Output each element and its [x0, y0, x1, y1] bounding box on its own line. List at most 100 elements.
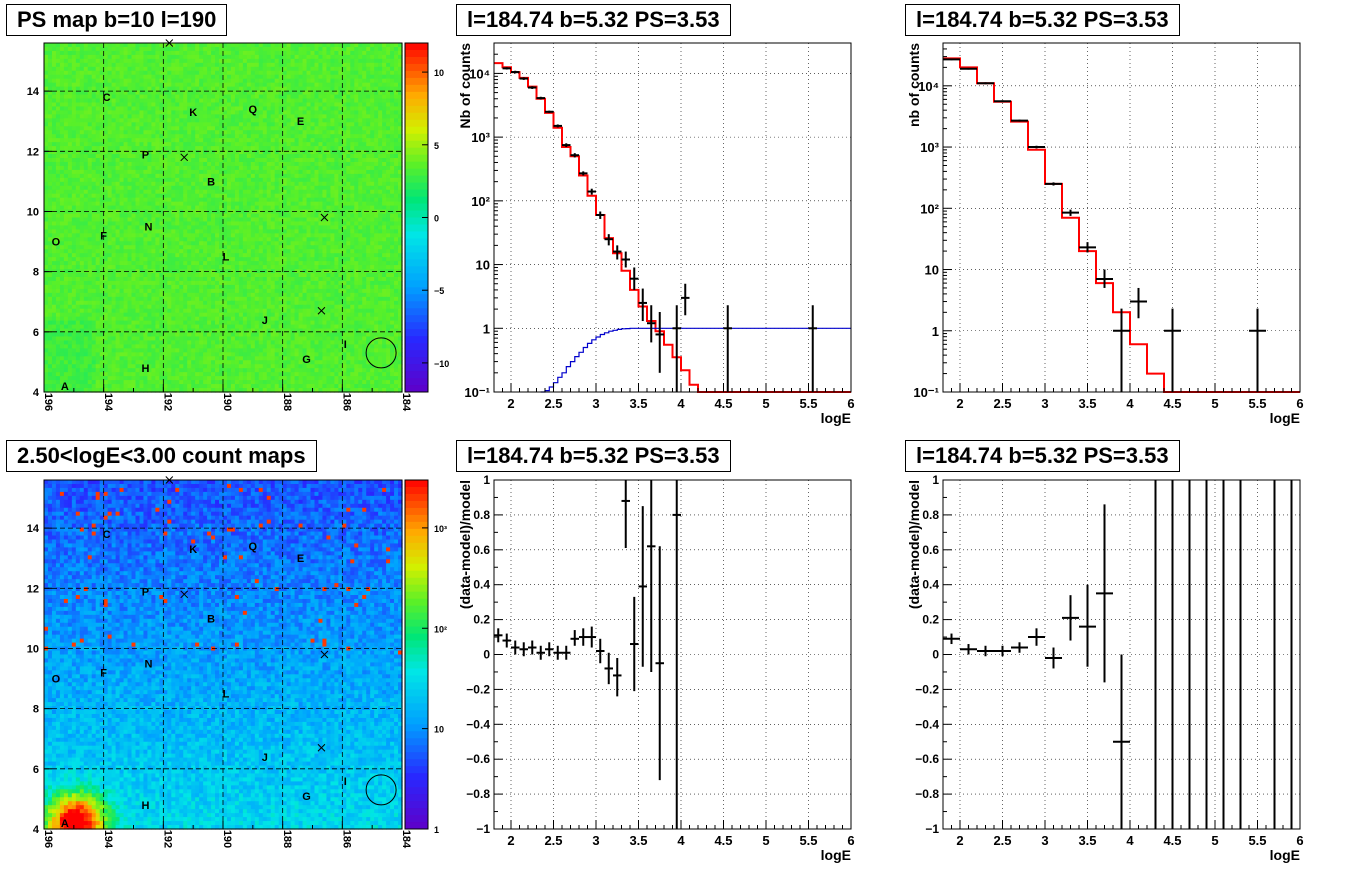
ps-heatmap-cell — [103, 189, 109, 195]
ps-heatmap-cell — [171, 213, 176, 219]
ps-heatmap-cell — [147, 261, 152, 266]
ps-heatmap-cell — [286, 154, 292, 159]
ps-heatmap-cell — [167, 154, 172, 159]
ps-heatmap-cell — [143, 229, 149, 234]
ps-heatmap-cell — [338, 58, 343, 64]
ps-heatmap-cell — [278, 233, 284, 238]
ps-heatmap-cell — [234, 225, 240, 230]
ps-heatmap-cell — [306, 193, 312, 199]
ps-heatmap-cell — [382, 193, 387, 199]
ps-heatmap-cell — [274, 185, 280, 191]
ps-heatmap-cell — [219, 173, 224, 179]
ps-heatmap-cell — [199, 102, 204, 108]
ps-heatmap-cell — [119, 181, 125, 187]
ps-heatmap-cell — [314, 134, 320, 139]
ps-heatmap-cell — [286, 43, 292, 48]
ps-heatmap-cell — [338, 217, 343, 223]
ps-heatmap-cell — [354, 229, 359, 234]
ps-heatmap-cell — [302, 102, 308, 108]
ps-heatmap-cell — [63, 237, 69, 242]
ps-heatmap-cell — [167, 78, 172, 84]
ps-heatmap-cell — [183, 82, 188, 88]
ps-heatmap-cell — [151, 233, 156, 238]
ps-heatmap-cell — [55, 142, 61, 147]
ps-heatmap-cell — [306, 225, 312, 230]
ps-heatmap-cell — [44, 130, 49, 135]
ps-heatmap-cell — [171, 225, 176, 230]
ps-heatmap-cell — [338, 189, 343, 195]
ps-heatmap-cell — [226, 70, 232, 76]
ps-heatmap-cell — [107, 241, 113, 246]
ps-heatmap-cell — [99, 185, 105, 191]
ps-heatmap-cell — [75, 241, 81, 246]
ps-heatmap-cell — [266, 173, 272, 179]
ps-heatmap-cell — [370, 146, 375, 151]
ps-heatmap-cell — [398, 46, 403, 52]
ps-heatmap-cell — [131, 197, 137, 203]
ps-heatmap-cell — [282, 43, 288, 48]
ps-heatmap-cell — [51, 146, 57, 151]
ps-heatmap-cell — [262, 257, 268, 262]
ps-heatmap-cell — [306, 70, 312, 76]
ps-heatmap-cell — [167, 94, 172, 100]
ps-heatmap-cell — [270, 181, 276, 187]
ps-heatmap-cell — [306, 249, 312, 254]
ps-heatmap-cell — [151, 122, 156, 127]
ps-heatmap-cell — [226, 90, 232, 96]
ps-heatmap-cell — [171, 165, 176, 171]
ps-heatmap-cell — [322, 161, 328, 167]
ps-heatmap-cell — [334, 241, 339, 246]
ps-heatmap-cell — [238, 221, 244, 227]
ps-heatmap-cell — [75, 249, 81, 254]
ps-heatmap-cell — [382, 134, 387, 139]
ps-heatmap-cell — [370, 253, 375, 258]
ps-heatmap-cell — [143, 138, 149, 143]
ps-heatmap-cell — [139, 102, 145, 108]
ps-heatmap-cell — [238, 177, 244, 183]
ps-heatmap-cell — [358, 82, 363, 88]
ps-heatmap-cell — [159, 161, 164, 167]
ps-heatmap-cell — [95, 229, 101, 234]
ps-heatmap-cell — [171, 102, 176, 108]
ps-heatmap-cell — [79, 78, 85, 84]
ps-heatmap-cell — [278, 46, 284, 52]
ps-heatmap-cell — [326, 134, 331, 139]
ps-heatmap-cell — [270, 90, 276, 96]
ps-heatmap-cell — [131, 193, 137, 199]
ps-heatmap-cell — [171, 58, 176, 64]
ps-heatmap-cell — [75, 146, 81, 151]
ps-heatmap-cell — [370, 154, 375, 159]
ps-heatmap-cell — [254, 201, 260, 207]
ps-heatmap-cell — [131, 98, 137, 104]
ps-heatmap-cell — [366, 126, 371, 131]
ps-heatmap-cell — [302, 193, 308, 199]
ps-heatmap-cell — [346, 173, 351, 179]
ps-heatmap-cell — [47, 90, 53, 96]
ps-heatmap-cell — [390, 94, 395, 100]
ps-heatmap-cell — [203, 181, 208, 187]
ps-heatmap-cell — [278, 217, 284, 223]
ps-heatmap-cell — [362, 241, 367, 246]
ps-heatmap-cell — [234, 154, 240, 159]
ps-heatmap-cell — [159, 70, 164, 76]
ps-heatmap-cell — [262, 245, 268, 250]
ps-heatmap-cell — [175, 66, 180, 72]
ps-heatmap-cell — [250, 82, 256, 88]
ps-heatmap-cell — [254, 154, 260, 159]
ps-heatmap-cell — [258, 78, 264, 84]
ps-heatmap-cell — [358, 229, 363, 234]
ps-heatmap-cell — [75, 50, 81, 56]
ps-heatmap-cell — [211, 193, 216, 199]
ps-heatmap-cell — [167, 98, 172, 104]
ps-heatmap-cell — [318, 142, 324, 147]
ps-heatmap-cell — [226, 201, 232, 207]
ps-heatmap-cell — [370, 94, 375, 100]
ps-heatmap-cell — [143, 169, 149, 175]
ps-heatmap-cell — [95, 146, 101, 151]
ps-heatmap-cell — [83, 161, 89, 167]
ps-heatmap-cell — [386, 173, 391, 179]
ps-heatmap-cell — [278, 98, 284, 104]
ps-heatmap-cell — [398, 177, 403, 183]
ps-heatmap-cell — [350, 134, 355, 139]
ps-heatmap-cell — [230, 229, 236, 234]
